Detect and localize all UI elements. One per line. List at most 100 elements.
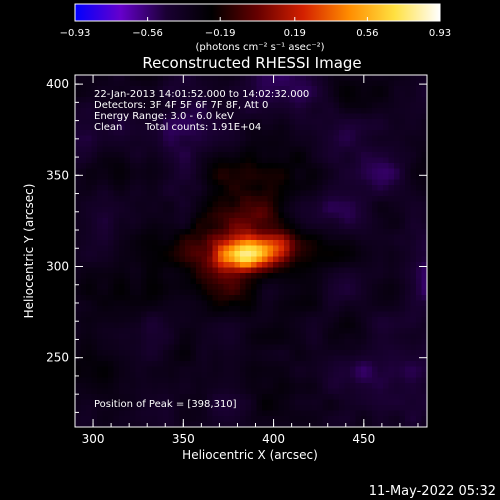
heatmap-cell <box>278 278 285 285</box>
heatmap-cell <box>405 306 411 312</box>
heatmap-cell <box>190 179 197 186</box>
heatmap-cell <box>86 306 92 312</box>
heatmap-cell <box>229 355 235 362</box>
heatmap-cell <box>223 405 230 411</box>
heatmap-cell <box>201 410 208 417</box>
heatmap-cell <box>168 229 175 235</box>
heatmap-cell <box>75 322 81 329</box>
heatmap-cell <box>372 300 378 307</box>
heatmap-cell <box>289 223 296 230</box>
heatmap-cell <box>256 108 263 114</box>
heatmap-cell <box>223 350 230 356</box>
heatmap-cell <box>174 361 180 367</box>
heatmap-cell <box>157 91 164 98</box>
heatmap-cell <box>80 410 87 417</box>
heatmap-cell <box>179 196 186 202</box>
heatmap-cell <box>339 350 345 356</box>
heatmap-cell <box>75 141 81 147</box>
heatmap-cell <box>75 102 81 109</box>
heatmap-cell <box>278 361 285 367</box>
heatmap-cell <box>113 267 120 274</box>
heatmap-cell <box>124 212 131 219</box>
heatmap-cell <box>339 421 345 428</box>
heatmap-cell <box>141 91 147 98</box>
heatmap-cell <box>141 141 147 147</box>
heatmap-cell <box>234 284 241 290</box>
heatmap-cell <box>152 256 158 263</box>
heatmap-cell <box>229 328 235 334</box>
heatmap-cell <box>416 350 422 356</box>
colorbar-tick-label: −0.56 <box>132 28 163 39</box>
heatmap-cell <box>201 344 208 351</box>
heatmap-cell <box>152 146 158 153</box>
heatmap-cell <box>262 399 268 406</box>
heatmap-cell <box>278 399 285 406</box>
heatmap-cell <box>295 273 301 279</box>
heatmap-cell <box>130 306 136 312</box>
heatmap-cell <box>383 416 389 422</box>
heatmap-cell <box>361 240 367 246</box>
heatmap-cell <box>372 366 378 373</box>
heatmap-cell <box>190 394 197 400</box>
heatmap-cell <box>207 152 213 158</box>
heatmap-cell <box>311 174 318 180</box>
heatmap-cell <box>306 141 312 147</box>
heatmap-cell <box>416 377 422 384</box>
heatmap-cell <box>317 113 323 120</box>
heatmap-cell <box>339 223 345 230</box>
heatmap-cell <box>152 108 158 114</box>
heatmap-cell <box>328 377 334 384</box>
heatmap-cell <box>273 388 279 395</box>
heatmap-cell <box>108 168 114 175</box>
heatmap-cell <box>361 273 367 279</box>
heatmap-cell <box>130 113 136 120</box>
heatmap-cell <box>300 196 307 202</box>
heatmap-cell <box>163 416 169 422</box>
heatmap-cell <box>240 218 246 224</box>
heatmap-cell <box>234 333 241 340</box>
heatmap-cell <box>207 179 213 186</box>
heatmap-cell <box>245 355 252 362</box>
heatmap-cell <box>317 377 323 384</box>
heatmap-cell <box>80 218 87 224</box>
heatmap-cell <box>399 207 406 213</box>
heatmap-cell <box>278 212 285 219</box>
heatmap-cell <box>245 262 252 268</box>
heatmap-cell <box>201 333 208 340</box>
heatmap-cell <box>119 251 125 257</box>
heatmap-cell <box>185 339 191 345</box>
heatmap-cell <box>141 377 147 384</box>
heatmap-cell <box>75 163 81 169</box>
heatmap-cell <box>410 212 417 219</box>
heatmap-cell <box>229 86 235 92</box>
heatmap-cell <box>416 273 422 279</box>
heatmap-cell <box>102 366 109 373</box>
heatmap-cell <box>102 130 109 136</box>
heatmap-cell <box>223 201 230 208</box>
heatmap-cell <box>361 306 367 312</box>
heatmap-cell <box>361 190 367 197</box>
heatmap-cell <box>91 372 98 378</box>
heatmap-cell <box>86 355 92 362</box>
heatmap-cell <box>262 372 268 378</box>
heatmap-cell <box>102 86 109 92</box>
heatmap-cell <box>322 267 329 274</box>
heatmap-cell <box>399 218 406 224</box>
heatmap-cell <box>388 97 395 103</box>
heatmap-cell <box>245 240 252 246</box>
heatmap-cell <box>196 344 202 351</box>
heatmap-cell <box>405 190 411 197</box>
heatmap-cell <box>311 306 318 312</box>
heatmap-cell <box>240 185 246 191</box>
heatmap-cell <box>306 245 312 252</box>
heatmap-cell <box>322 416 329 422</box>
heatmap-cell <box>146 355 153 362</box>
heatmap-cell <box>97 108 103 114</box>
heatmap-cell <box>174 196 180 202</box>
heatmap-cell <box>295 311 301 318</box>
heatmap-cell <box>113 388 120 395</box>
heatmap-cell <box>223 75 230 81</box>
heatmap-cell <box>350 300 356 307</box>
heatmap-cell <box>141 207 147 213</box>
heatmap-cell <box>388 223 395 230</box>
